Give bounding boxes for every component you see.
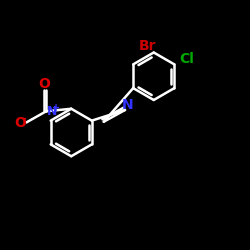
Text: O: O xyxy=(14,116,26,130)
Text: N: N xyxy=(122,98,133,112)
Text: O: O xyxy=(38,77,50,91)
Text: N: N xyxy=(46,105,57,118)
Text: -: - xyxy=(22,114,26,124)
Text: +: + xyxy=(52,103,60,113)
Text: Cl: Cl xyxy=(179,52,194,66)
Text: Br: Br xyxy=(139,38,156,52)
